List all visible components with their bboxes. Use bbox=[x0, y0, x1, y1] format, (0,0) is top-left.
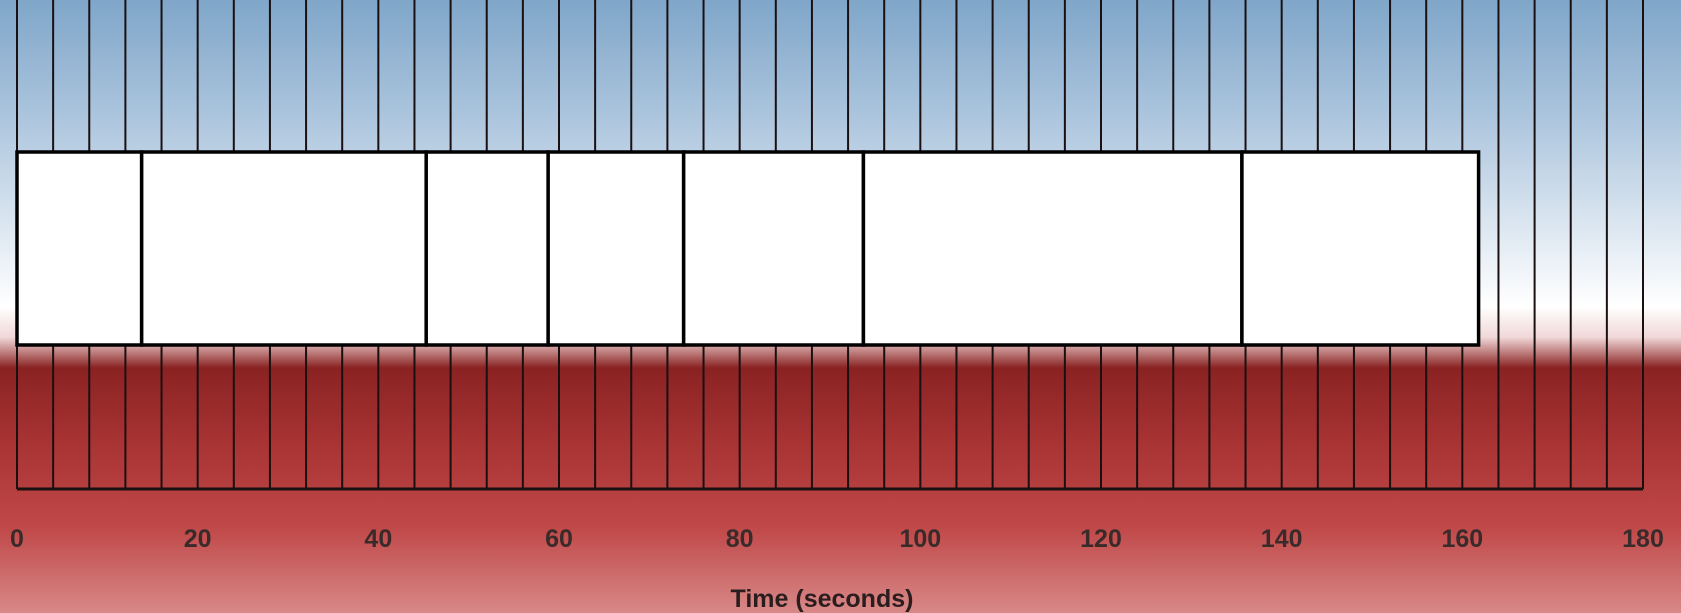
timeline-segment-5 bbox=[681, 150, 866, 347]
x-tick-label: 20 bbox=[184, 525, 212, 553]
timeline-segment-2 bbox=[139, 150, 428, 347]
timeline-segment-7 bbox=[1240, 150, 1481, 347]
x-tick-label: 40 bbox=[364, 525, 392, 553]
timeline-segment-4 bbox=[546, 150, 686, 347]
x-axis-title: Time (seconds) bbox=[731, 585, 914, 613]
x-tick-label: 80 bbox=[726, 525, 754, 553]
x-tick-label: 140 bbox=[1261, 525, 1303, 553]
x-tick-labels: 0 20 40 60 80 100 120 140 160 180 bbox=[10, 525, 1664, 553]
x-tick-label: 120 bbox=[1080, 525, 1122, 553]
x-tick-label: 0 bbox=[10, 525, 24, 553]
x-tick-label: 180 bbox=[1622, 525, 1664, 553]
timeline-segment-1 bbox=[15, 150, 144, 347]
timeline-segments bbox=[15, 150, 1481, 347]
x-tick-label: 60 bbox=[545, 525, 573, 553]
timeline-segment-3 bbox=[424, 150, 550, 347]
timeline-segment-6 bbox=[861, 150, 1244, 347]
x-tick-label: 100 bbox=[899, 525, 941, 553]
x-tick-label: 160 bbox=[1441, 525, 1483, 553]
